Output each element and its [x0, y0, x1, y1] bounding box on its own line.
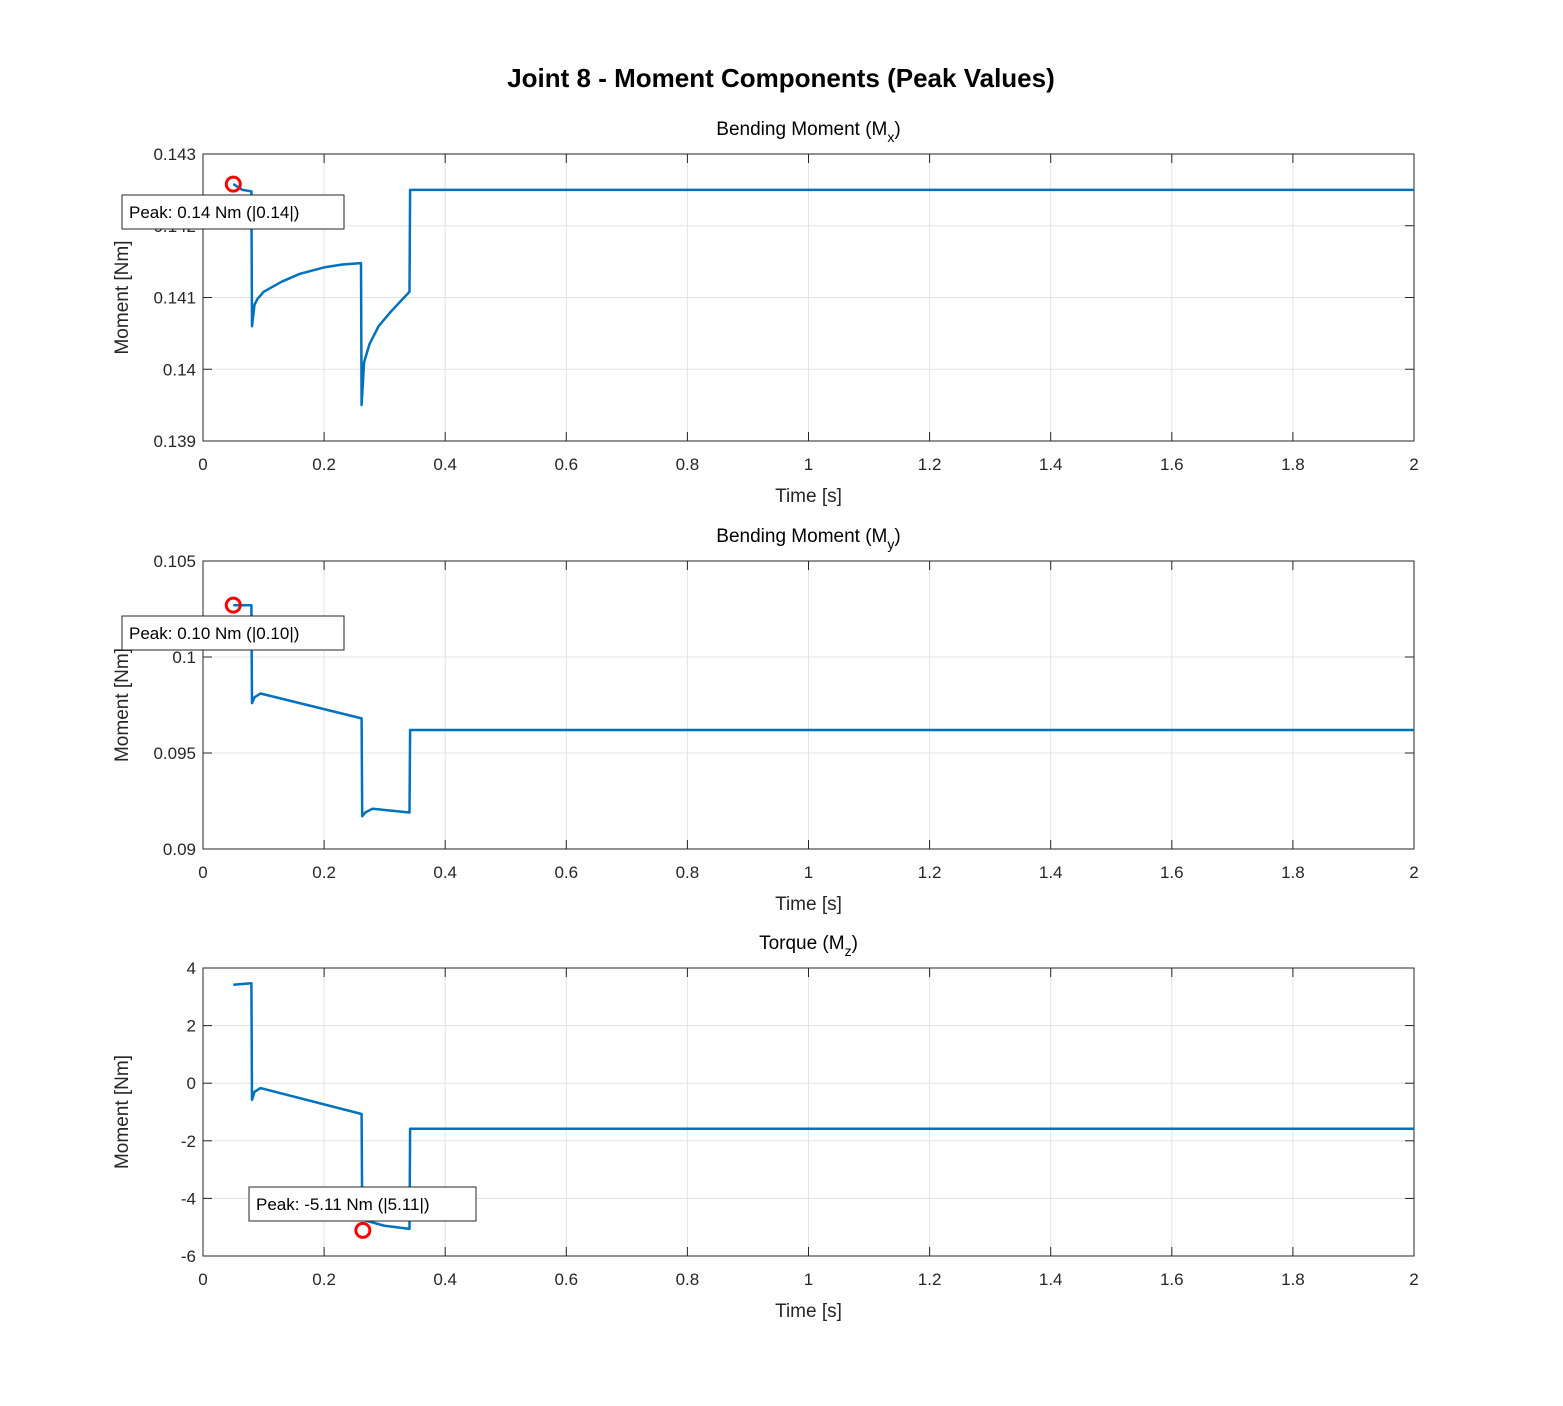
- y-tick-label: 4: [187, 959, 196, 978]
- y-tick-label: 0.105: [153, 552, 196, 571]
- subplot-title-end: ): [894, 526, 900, 547]
- axes-box: [202, 967, 1415, 1257]
- axes-box: [202, 153, 1415, 442]
- x-tick-label: 2: [1409, 455, 1418, 474]
- peak-annotation-box: [248, 1186, 477, 1222]
- x-tick-label: 2: [1409, 1270, 1418, 1289]
- subplot-1: 0 0.2 0.4 0.6 0.8 1 1.2 1.4 1.6 1.8 2 0.139 0.14 0.14…: [112, 119, 1419, 507]
- x-axis-label: Time [s]: [775, 486, 842, 507]
- x-tick-label: 1.4: [1039, 863, 1063, 882]
- y-tick-label: -2: [181, 1132, 196, 1151]
- subplot-title-end: ): [894, 119, 900, 140]
- y-axis-label: Moment [Nm]: [112, 648, 133, 762]
- peak-annotation: Peak: -5.11 Nm (|5.11|): [256, 1195, 430, 1214]
- peak-marker: [354, 1221, 372, 1239]
- series-line-My: [233, 603, 1414, 818]
- x-tick-label: 0.8: [676, 455, 700, 474]
- peak-marker: [224, 175, 242, 193]
- x-tick-label: 0.6: [554, 455, 578, 474]
- x-tick-label: 0.2: [312, 1270, 336, 1289]
- subplot-title: Bending Moment (Mx): [716, 119, 900, 145]
- x-tick-label: 0.4: [433, 863, 457, 882]
- subplot-title-text: Torque (M: [759, 933, 845, 954]
- x-tick-label: 1.6: [1160, 1270, 1184, 1289]
- y-axis-label: Moment [Nm]: [112, 240, 133, 354]
- y-tick-label: 0: [187, 1074, 196, 1093]
- x-tick-label: 1.4: [1039, 1270, 1063, 1289]
- y-tick-label: 0.14: [163, 360, 196, 379]
- subplot-title: Bending Moment (My): [716, 526, 900, 552]
- series-line-Mx: [232, 183, 1414, 407]
- subplot-3: 0 0.2 0.4 0.6 0.8 1 1.2 1.4 1.6 1.8 2 -6 -4 -2 0 2 4 Torq…: [112, 933, 1419, 1322]
- subplot-title: Torque (Mz): [759, 933, 858, 959]
- x-tick-label: 1.2: [918, 863, 942, 882]
- x-tick-label: 0.6: [554, 863, 578, 882]
- x-tick-label: 0: [198, 455, 207, 474]
- axes-box: [202, 560, 1415, 850]
- x-tick-label: 1.2: [918, 1270, 942, 1289]
- x-tick-label: 0.2: [312, 455, 336, 474]
- x-tick-label: 1.6: [1160, 863, 1184, 882]
- x-tick-label: 2: [1409, 863, 1418, 882]
- subplot-title-sub: x: [887, 129, 894, 145]
- x-tick-label: 1.6: [1160, 455, 1184, 474]
- subplot-title-text: Bending Moment (M: [716, 119, 887, 140]
- y-tick-label: 0.09: [163, 840, 196, 859]
- x-tick-label: 0.6: [554, 1270, 578, 1289]
- subplot-title-sub: z: [845, 943, 852, 959]
- x-tick-label: 1.4: [1039, 455, 1063, 474]
- subplot-2: 0 0.2 0.4 0.6 0.8 1 1.2 1.4 1.6 1.8 20.090.0950.10…: [112, 526, 1419, 915]
- y-tick-label: 0.095: [153, 744, 196, 763]
- x-tick-label: 1: [804, 863, 813, 882]
- x-tick-label: 1: [804, 455, 813, 474]
- peak-annotation-box: [121, 615, 345, 651]
- x-tick-label: 1.2: [918, 455, 942, 474]
- x-tick-label: 0.8: [676, 1270, 700, 1289]
- y-tick-label: -4: [181, 1189, 196, 1208]
- peak-annotation-box: [121, 194, 345, 230]
- y-tick-label: 0.1: [172, 648, 196, 667]
- peak-marker: [224, 596, 242, 614]
- peak-annotation: Peak: 0.10 Nm (|0.10|): [129, 624, 299, 643]
- x-tick-label: 1: [804, 1270, 813, 1289]
- x-tick-label: 0: [198, 863, 207, 882]
- x-tick-label: 1.8: [1281, 455, 1305, 474]
- x-tick-label: 0.2: [312, 863, 336, 882]
- x-tick-label: 0.4: [433, 455, 457, 474]
- x-tick-label: 1.8: [1281, 1270, 1305, 1289]
- x-tick-label: 1.8: [1281, 863, 1305, 882]
- x-tick-label: 0.8: [676, 863, 700, 882]
- x-tick-label: 0.4: [433, 1270, 457, 1289]
- figure-title: Joint 8 - Moment Components (Peak Values…: [507, 63, 1055, 93]
- subplot-title-text: Bending Moment (M: [716, 526, 887, 547]
- x-tick-label: 0: [198, 1270, 207, 1289]
- subplot-title-sub: y: [887, 536, 894, 552]
- x-axis-label: Time [s]: [775, 1301, 842, 1322]
- y-tick-label: 0.141: [153, 289, 196, 308]
- subplot-title-end: ): [852, 933, 858, 954]
- y-axis-label: Moment [Nm]: [112, 1055, 133, 1169]
- peak-annotation: Peak: 0.14 Nm (|0.14|): [129, 203, 299, 222]
- y-tick-label: -6: [181, 1247, 196, 1266]
- y-tick-label: 2: [187, 1017, 196, 1036]
- x-axis-label: Time [s]: [775, 894, 842, 915]
- y-tick-label: 0.139: [153, 432, 196, 451]
- y-tick-label: 0.143: [153, 145, 196, 164]
